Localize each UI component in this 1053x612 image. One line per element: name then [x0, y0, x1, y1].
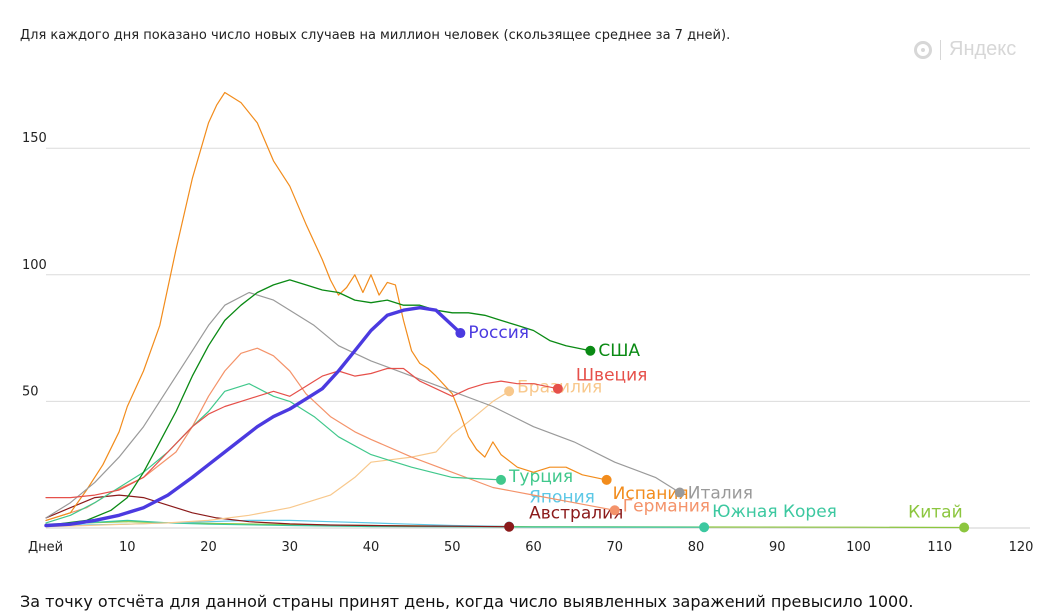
- series-line-5: [45, 347, 616, 521]
- series-label-9: Швеция: [576, 366, 648, 386]
- x-tick-label-120: 120: [1009, 540, 1034, 555]
- chart-footnote: За точку отсчёта для данной страны приня…: [20, 592, 914, 611]
- series-line-8: [45, 291, 681, 519]
- yandex-logo-text: Яндекс: [949, 38, 1017, 60]
- series-end-point-1: [699, 522, 710, 533]
- y-tick-label-50: 50: [22, 384, 39, 399]
- x-tick-label-80: 80: [688, 540, 705, 555]
- series-label-8: Италия: [688, 484, 753, 504]
- x-tick-label-10: 10: [119, 540, 136, 555]
- series-end-point-5: [609, 505, 620, 516]
- yandex-eye-icon: [914, 40, 932, 59]
- chart-subtitle: Для каждого дня показано число новых слу…: [20, 28, 731, 43]
- series-label-2: Япония: [529, 487, 595, 507]
- series-line-4: [45, 390, 510, 528]
- y-tick-label-100: 100: [22, 258, 47, 273]
- series-line-3: [45, 494, 510, 528]
- series-line-0: [45, 521, 965, 529]
- x-tick-label-30: 30: [281, 540, 298, 555]
- series-end-point-11: [455, 328, 466, 339]
- series-line-11: [44, 306, 463, 528]
- series-end-point-8: [674, 487, 685, 498]
- series-line-9: [45, 367, 559, 499]
- x-tick-label-50: 50: [444, 540, 461, 555]
- series-label-0: Китай: [908, 502, 963, 522]
- x-tick-label-60: 60: [525, 540, 542, 555]
- x-tick-label-70: 70: [606, 540, 623, 555]
- x-tick-label-100: 100: [846, 540, 871, 555]
- series-label-5: Германия: [623, 496, 710, 516]
- x-tick-label-40: 40: [363, 540, 380, 555]
- line-chart: 50 100 150 Дней 10 20 30 40 50 60 70 80 90 100 110 120 К…: [22, 91, 1034, 555]
- logo-separator: [940, 39, 941, 60]
- series-line-6: [45, 383, 502, 524]
- series-end-point-10: [585, 345, 596, 356]
- series-label-11: Россия: [468, 323, 529, 343]
- series-end-point-0: [959, 522, 970, 533]
- x-tick-label-90: 90: [769, 540, 786, 555]
- series-end-point-4: [504, 386, 515, 397]
- series-label-6: Турция: [508, 467, 573, 487]
- x-tick-label-110: 110: [927, 540, 952, 555]
- series-end-point-9: [552, 383, 563, 394]
- series-end-point-6: [496, 474, 506, 485]
- series-label-1: Южная Корея: [712, 502, 837, 522]
- y-tick-label-150: 150: [22, 131, 47, 146]
- series-end-point-3: [504, 521, 515, 532]
- x-tick-label-20: 20: [200, 540, 217, 555]
- series-line-10: [45, 279, 592, 527]
- series-end-point-7: [601, 474, 612, 485]
- series-label-10: США: [598, 341, 640, 361]
- series-label-3: Австралия: [529, 504, 623, 524]
- series-label-7: Испания: [613, 484, 689, 504]
- yandex-logo: Яндекс: [914, 38, 1016, 61]
- x-tick-label-0: Дней: [28, 540, 63, 555]
- series-line-7: [45, 91, 608, 521]
